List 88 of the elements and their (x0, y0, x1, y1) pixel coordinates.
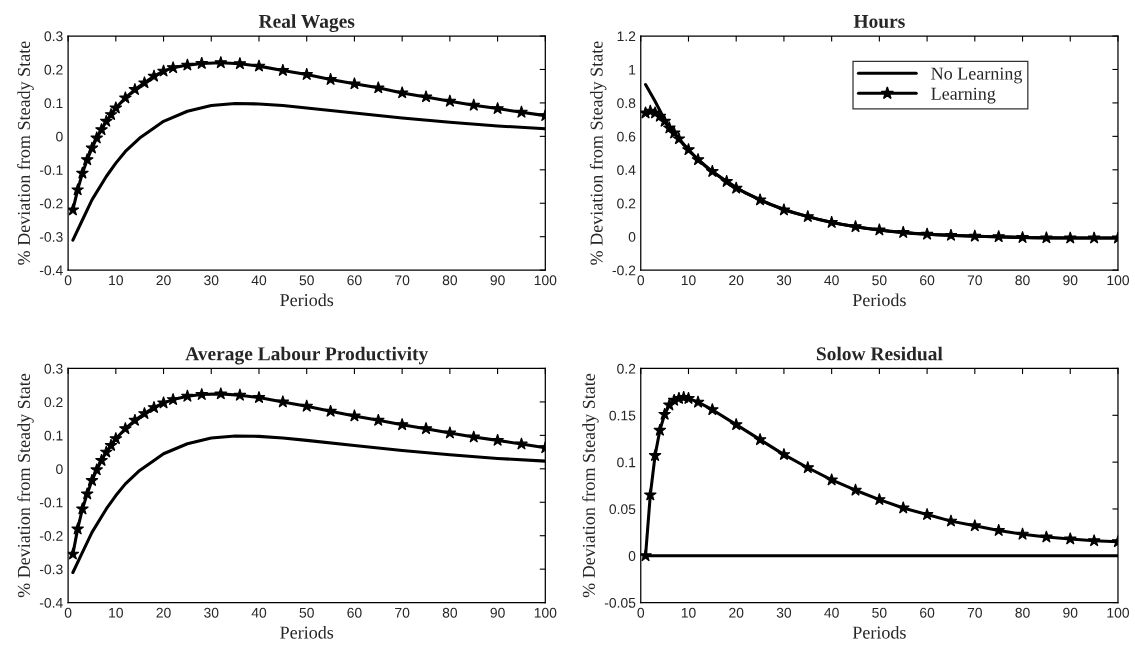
y-tick-label: 0 (56, 464, 63, 474)
y-tick-label: 0 (628, 232, 636, 242)
x-tick-label: 70 (395, 275, 410, 286)
x-tick-label: 10 (109, 275, 123, 286)
y-tick-label: 0.4 (617, 165, 636, 175)
x-tick-label: 50 (299, 607, 314, 618)
y-tick-label: -0.05 (604, 597, 636, 608)
y-tick-label: 1.2 (617, 31, 636, 42)
chart-title: Average Labour Productivity (185, 346, 429, 365)
y-tick-label: -0.1 (39, 165, 63, 175)
y-tick-label: 0.2 (44, 64, 63, 75)
y-tick-label: -0.4 (39, 265, 63, 276)
y-tick-label: 0.6 (617, 131, 636, 142)
x-tick-label: 80 (442, 607, 458, 618)
y-tick-label: -0.4 (39, 597, 63, 608)
x-tick-label: 30 (776, 275, 792, 286)
x-tick-label: 70 (967, 275, 982, 286)
y-tick-label: -0.2 (39, 198, 63, 209)
x-tick-label: 0 (64, 607, 72, 618)
x-tick-label: 70 (967, 607, 982, 618)
y-tick-label: 0.2 (617, 198, 636, 209)
x-tick-label: 100 (1107, 275, 1130, 286)
legend-label: Learning (931, 87, 996, 104)
y-tick-label: 0.2 (617, 363, 636, 374)
y-tick-label: 0.3 (44, 31, 63, 42)
y-tick-label: -0.3 (39, 232, 63, 242)
chart-title: Hours (853, 14, 905, 28)
x-tick-label: 70 (395, 607, 410, 618)
x-tick-label: 0 (637, 275, 645, 286)
x-tick-label: 100 (534, 275, 557, 286)
x-tick-label: 80 (1015, 275, 1030, 286)
x-tick-label: 60 (347, 607, 362, 618)
x-tick-label: 0 (64, 275, 72, 286)
x-axis-title: Periods (852, 625, 906, 639)
x-tick-label: 60 (920, 607, 935, 618)
x-tick-label: 50 (299, 275, 314, 286)
y-tick-label: 1 (629, 64, 636, 75)
x-tick-label: 10 (681, 275, 696, 286)
x-tick-label: 30 (204, 607, 219, 618)
x-tick-label: 60 (920, 275, 935, 286)
x-tick-label: 90 (490, 607, 505, 618)
x-tick-label: 100 (1107, 607, 1130, 618)
x-tick-label: 60 (347, 275, 362, 286)
y-axis-title: % Deviation from Steady State (17, 41, 34, 265)
x-tick-label: 20 (156, 607, 171, 618)
y-tick-label: 0.1 (44, 430, 63, 441)
y-tick-label: 0 (56, 131, 63, 142)
chart-title: Real Wages (258, 14, 355, 32)
x-tick-label: 10 (109, 607, 123, 618)
x-tick-label: 20 (729, 275, 744, 286)
x-tick-label: 40 (251, 275, 267, 286)
y-axis-title: % Deviation from Steady State (17, 373, 34, 598)
x-tick-label: 20 (729, 607, 744, 618)
x-tick-label: 50 (872, 275, 887, 286)
x-tick-label: 80 (1015, 607, 1030, 618)
y-tick-label: -0.2 (39, 531, 63, 541)
y-tick-label: 0.3 (44, 363, 63, 374)
x-tick-label: 100 (534, 607, 557, 618)
x-tick-label: 80 (442, 275, 458, 286)
y-tick-label: 0.05 (609, 504, 636, 515)
y-tick-label: -0.2 (612, 265, 636, 276)
x-tick-label: 20 (156, 275, 171, 286)
y-tick-label: -0.1 (39, 497, 63, 508)
x-tick-label: 40 (824, 607, 839, 618)
x-tick-label: 0 (637, 607, 645, 618)
x-axis-title: Periods (852, 293, 906, 307)
y-axis-title: % Deviation from Steady State (589, 41, 607, 265)
x-axis-title: Periods (280, 625, 334, 639)
y-tick-label: 0.8 (617, 98, 636, 109)
x-tick-label: 90 (1063, 607, 1078, 618)
y-tick-label: 0.15 (609, 410, 636, 421)
y-tick-label: -0.3 (39, 564, 63, 575)
x-tick-label: 90 (1063, 275, 1078, 286)
x-tick-label: 30 (776, 607, 792, 618)
y-tick-label: 0.1 (617, 457, 636, 468)
legend-label: No Learning (931, 67, 1023, 84)
x-tick-label: 10 (681, 607, 696, 618)
y-tick-label: 0 (628, 551, 636, 561)
x-axis-title: Periods (280, 293, 334, 307)
x-tick-label: 40 (251, 607, 267, 618)
y-axis-title: % Deviation from Steady State (582, 373, 599, 598)
x-tick-label: 30 (204, 275, 219, 286)
chart-title: Solow Residual (816, 346, 943, 361)
x-tick-label: 50 (872, 607, 887, 618)
y-tick-label: 0.2 (44, 397, 63, 408)
x-tick-label: 40 (824, 275, 839, 286)
x-tick-label: 90 (490, 275, 505, 286)
y-tick-label: 0.1 (44, 98, 63, 109)
